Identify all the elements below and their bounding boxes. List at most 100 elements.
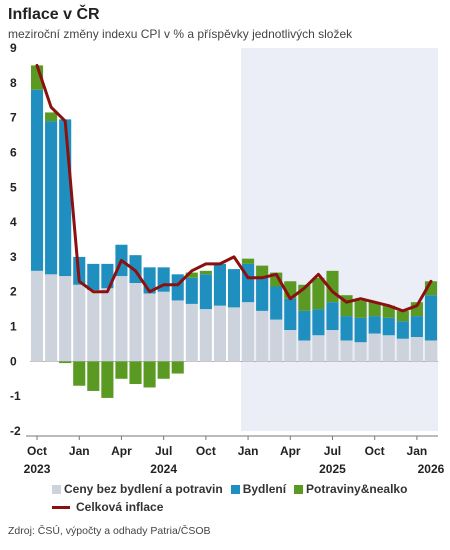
bar-housing (424, 295, 438, 341)
bar-housing (354, 317, 367, 343)
bar-food (143, 361, 156, 388)
bar-housing (326, 302, 339, 331)
legend-swatch-food (294, 484, 304, 494)
y-tick-label: 7 (10, 111, 17, 125)
bar-housing (270, 286, 283, 320)
x-tick-label: Jan (69, 444, 90, 458)
bar-food (185, 272, 198, 278)
bar-food (115, 361, 128, 379)
bar-food (129, 361, 142, 384)
y-tick-label: -1 (10, 389, 21, 403)
bar-housing (298, 310, 311, 341)
legend-item-housing: Bydlení (230, 482, 287, 496)
bar-food (157, 361, 170, 379)
legend-label-housing: Bydlení (242, 482, 287, 496)
bar-core (143, 293, 156, 362)
y-tick-label: 3 (10, 250, 17, 264)
bar-food (45, 112, 58, 122)
bar-housing (227, 269, 241, 308)
bar-core (213, 305, 226, 362)
y-tick-label: 2 (10, 285, 17, 299)
bar-housing (410, 316, 423, 337)
bar-housing (199, 274, 212, 310)
x-tick-label: Jan (238, 444, 259, 458)
bar-food (87, 361, 100, 391)
bar-core (185, 303, 198, 362)
bar-core (298, 340, 311, 362)
bar-core (45, 274, 58, 362)
legend: Ceny bez bydlení a potravin Bydlení Potr… (52, 482, 442, 518)
bar-food (256, 265, 269, 278)
bar-food (396, 310, 409, 322)
legend-item-total: Celková inflace (52, 500, 163, 514)
bar-core (354, 342, 367, 362)
bar-food (199, 270, 212, 275)
bar-core (129, 283, 142, 362)
bar-core (284, 330, 297, 362)
bar-housing (30, 89, 44, 271)
bar-core (227, 307, 241, 362)
x-tick-label: Jan (407, 444, 428, 458)
bar-housing (171, 274, 184, 301)
bar-food (382, 305, 395, 318)
x-tick-label: Jul (324, 444, 341, 458)
x-year-label: 2023 (24, 462, 51, 476)
legend-label-total: Celková inflace (76, 500, 164, 514)
inflation-chart: 9 8 7 6 5 4 3 2 1 0 -1 -2 Oct Jan Apr Jul Oct Jan Apr Jul Oc… (10, 41, 445, 476)
y-tick-label: 6 (10, 145, 17, 159)
bar-housing (59, 119, 72, 277)
x-tick-label: Oct (365, 444, 385, 458)
bar-housing (87, 263, 100, 290)
line-total-inflation (35, 63, 433, 313)
bar-housing (213, 263, 226, 306)
x-tick-label: Jul (155, 444, 172, 458)
bar-core (199, 309, 212, 362)
bar-core (396, 338, 409, 362)
y-tick-label: 1 (10, 320, 17, 334)
y-tick-label: 5 (10, 180, 17, 194)
x-tick-label: Oct (196, 444, 216, 458)
legend-row-bars: Ceny bez bydlení a potravin Bydlení Potr… (52, 482, 442, 496)
bar-core (424, 340, 438, 362)
bar-core (368, 333, 381, 362)
bar-core (270, 319, 283, 362)
bar-housing (185, 277, 198, 304)
bar-food (242, 258, 255, 264)
bar-core (340, 340, 353, 362)
y-tick-label: 0 (10, 354, 17, 368)
bar-core (101, 288, 114, 362)
bar-core (242, 302, 255, 362)
bar-core (87, 289, 100, 362)
bar-housing (312, 309, 325, 336)
bar-food (354, 300, 367, 318)
bar-core (157, 291, 170, 362)
bar-core (171, 300, 184, 362)
bar-core (115, 276, 128, 362)
bar-housing (340, 316, 353, 341)
bar-housing (45, 121, 58, 275)
legend-label-core: Ceny bez bydlení a potravin (64, 482, 223, 496)
bar-housing (284, 298, 297, 331)
bar-housing (256, 277, 269, 311)
x-tick-label: Oct (27, 444, 47, 458)
y-tick-label: -2 (10, 424, 21, 438)
forecast-shading (241, 48, 438, 431)
legend-item-food: Potraviny&nealko (294, 482, 407, 496)
bar-core (410, 336, 423, 362)
bar-core (382, 335, 395, 362)
bar-food (368, 302, 381, 317)
bar-core (73, 284, 86, 362)
bar-housing (368, 316, 381, 334)
legend-swatch-total (52, 505, 70, 509)
bar-food (101, 361, 114, 398)
y-tick-label: 4 (10, 215, 17, 229)
chart-subtitle: meziroční změny indexu CPI v % a příspěv… (8, 27, 353, 41)
bar-core (312, 335, 325, 362)
legend-swatch-housing (230, 484, 240, 494)
bar-food (312, 277, 325, 310)
legend-item-core: Ceny bez bydlení a potravin (52, 482, 223, 496)
bar-food (59, 361, 72, 364)
bar-food (73, 361, 86, 386)
y-tick-label: 9 (10, 41, 17, 55)
legend-swatch-core (52, 484, 61, 494)
